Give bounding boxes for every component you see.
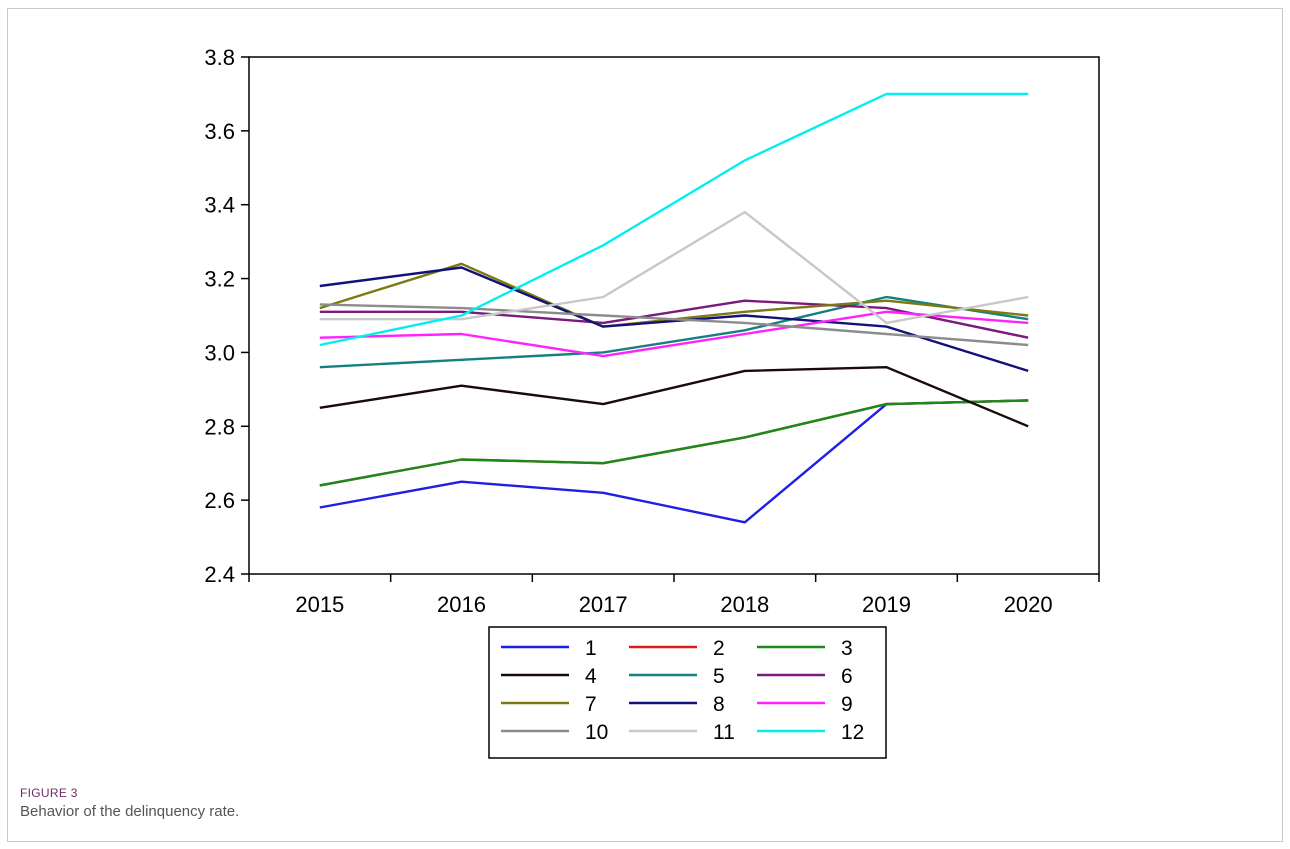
x-tick-label: 2017 [579, 592, 628, 617]
figure-caption: Behavior of the delinquency rate. [20, 803, 240, 820]
series-line-4 [319, 366, 1029, 428]
series-line-5 [319, 295, 1029, 369]
legend-label: 9 [841, 693, 853, 716]
figure-frame [7, 8, 1283, 842]
legend-label: 10 [585, 721, 608, 744]
y-tick-label: 3.0 [204, 340, 235, 365]
series-line-2 [319, 399, 1029, 487]
legend-box [488, 626, 887, 759]
legend-label: 1 [585, 637, 597, 660]
legend-label: 8 [713, 693, 725, 716]
legend-label: 6 [841, 665, 853, 688]
legend-label: 2 [713, 637, 725, 660]
x-tick-label: 2020 [1004, 592, 1053, 617]
series-line-9 [319, 310, 1029, 358]
y-tick-label: 2.8 [204, 414, 235, 439]
y-tick-label: 3.2 [204, 267, 235, 292]
x-tick-label: 2019 [862, 592, 911, 617]
x-tick-label: 2015 [295, 592, 344, 617]
y-tick-label: 2.6 [204, 488, 235, 513]
legend-label: 12 [841, 721, 864, 744]
y-tick-label: 2.4 [204, 562, 235, 587]
y-tick-label: 3.8 [204, 45, 235, 70]
legend-label: 4 [585, 665, 597, 688]
y-tick-label: 3.4 [204, 193, 235, 218]
x-tick-label: 2016 [437, 592, 486, 617]
series-line-10 [319, 303, 1029, 347]
y-tick-label: 3.6 [204, 119, 235, 144]
figure-label: FIGURE 3 [20, 786, 78, 800]
series-line-1 [319, 399, 1029, 524]
x-tick-label: 2018 [720, 592, 769, 617]
series-line-12 [319, 92, 1029, 347]
legend-label: 11 [713, 721, 735, 744]
series-line-8 [319, 266, 1029, 373]
legend-label: 5 [713, 665, 725, 688]
series-line-3 [319, 399, 1029, 487]
legend-label: 3 [841, 637, 853, 660]
legend-label: 7 [585, 693, 597, 716]
